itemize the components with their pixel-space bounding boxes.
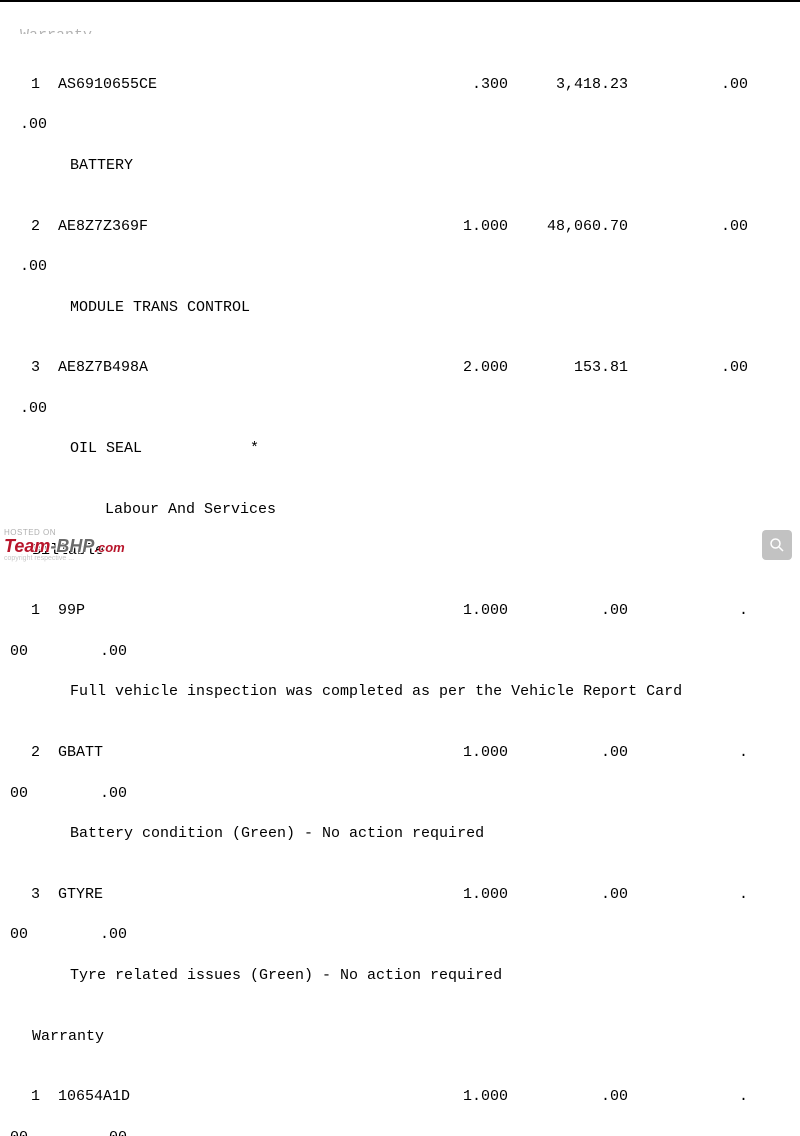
wrap-right: .00 (100, 1129, 127, 1136)
seq: 1 (10, 75, 40, 95)
wrap-right: .00 (100, 643, 127, 660)
labour-desc: Full vehicle inspection was completed as… (10, 682, 790, 702)
part-desc: MODULE TRANS CONTROL (10, 298, 790, 318)
last-col: . (628, 743, 748, 763)
truncated-header: Warranty (10, 26, 790, 34)
wrap-amount: .00 (10, 399, 790, 419)
watermark-copy: copyright respective ... (4, 555, 125, 562)
last-col: .00 (628, 217, 748, 237)
last-col: .00 (628, 358, 748, 378)
seq: 1 (10, 601, 40, 621)
qty: 1.000 (418, 601, 508, 621)
labour-row: 3 GTYRE1.000.00. (10, 885, 790, 905)
watermark: HOSTED ON Team-BHP.com copyright respect… (4, 529, 125, 562)
wrap-left: 00 (10, 643, 28, 660)
zoom-button[interactable] (762, 530, 792, 560)
amount: .00 (508, 885, 628, 905)
wrap-row: 00 .00 (10, 1128, 790, 1136)
watermark-team: Team (4, 536, 50, 556)
invoice-text-block: Warranty 1 AS6910655CE.3003,418.23.00 .0… (0, 0, 800, 1136)
wrap-left: 00 (10, 926, 28, 943)
labour-desc: Battery condition (Green) - No action re… (10, 824, 790, 844)
qty: 1.000 (418, 885, 508, 905)
labour-desc: Tyre related issues (Green) - No action … (10, 966, 790, 986)
amount: .00 (508, 743, 628, 763)
part-row: 2 AE8Z7Z369F1.00048,060.70.00 (10, 217, 790, 237)
wrap-row: 00 .00 (10, 642, 790, 662)
wrap-row: 00 .00 (10, 784, 790, 804)
wrap-amount: .00 (10, 115, 790, 135)
wrap-amount: .00 (10, 257, 790, 277)
last-col: . (628, 1087, 748, 1107)
labour-code: 10654A1D (58, 1087, 418, 1107)
seq: 2 (10, 743, 40, 763)
amount: 153.81 (508, 358, 628, 378)
amount: .00 (508, 601, 628, 621)
labour-row: 2 GBATT1.000.00. (10, 743, 790, 763)
amount: 48,060.70 (508, 217, 628, 237)
part-code: AS6910655CE (58, 75, 418, 95)
last-col: . (628, 601, 748, 621)
magnify-icon (768, 536, 786, 554)
qty: 1.000 (418, 1087, 508, 1107)
seq: 1 (10, 1087, 40, 1107)
part-desc: OIL SEAL * (10, 439, 790, 459)
watermark-bhp: -BHP (50, 536, 94, 556)
qty: 1.000 (418, 743, 508, 763)
part-row: 3 AE8Z7B498A2.000153.81.00 (10, 358, 790, 378)
wrap-left: 00 (10, 1129, 28, 1136)
seq: 2 (10, 217, 40, 237)
amount: .00 (508, 1087, 628, 1107)
watermark-com: .com (94, 540, 124, 555)
part-row: 1 AS6910655CE.3003,418.23.00 (10, 75, 790, 95)
qty: 1.000 (418, 217, 508, 237)
labour-row: 1 99P1.000.00. (10, 601, 790, 621)
wrap-left: 00 (10, 785, 28, 802)
labour-code: GBATT (58, 743, 418, 763)
part-code: AE8Z7Z369F (58, 217, 418, 237)
last-col: . (628, 885, 748, 905)
seq: 3 (10, 885, 40, 905)
section-header-labour: Labour And Services (10, 500, 790, 520)
labour-code: GTYRE (58, 885, 418, 905)
part-desc: BATTERY (10, 156, 790, 176)
watermark-brand: Team-BHP.com (4, 537, 125, 555)
warranty-label: Warranty (10, 1027, 790, 1047)
wrap-row: 00 .00 (10, 925, 790, 945)
billable-label: Billable (10, 541, 790, 561)
part-code: AE8Z7B498A (58, 358, 418, 378)
qty: 2.000 (418, 358, 508, 378)
qty: .300 (418, 75, 508, 95)
wrap-right: .00 (100, 785, 127, 802)
labour-row: 1 10654A1D1.000.00. (10, 1087, 790, 1107)
seq: 3 (10, 358, 40, 378)
amount: 3,418.23 (508, 75, 628, 95)
last-col: .00 (628, 75, 748, 95)
wrap-right: .00 (100, 926, 127, 943)
labour-code: 99P (58, 601, 418, 621)
